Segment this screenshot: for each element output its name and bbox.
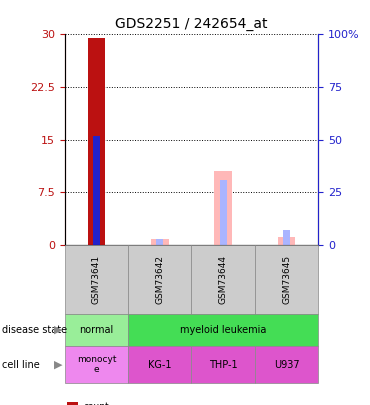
Text: normal: normal: [79, 325, 114, 335]
Text: THP-1: THP-1: [209, 360, 238, 369]
Bar: [156, 239, 163, 245]
Text: U937: U937: [274, 360, 299, 369]
Text: monocyt
e: monocyt e: [77, 355, 116, 374]
Text: count: count: [83, 402, 109, 405]
Bar: [220, 181, 227, 245]
Bar: [151, 239, 169, 245]
Text: GSM73644: GSM73644: [219, 255, 228, 304]
Bar: [278, 237, 295, 245]
Text: KG-1: KG-1: [148, 360, 172, 369]
Title: GDS2251 / 242654_at: GDS2251 / 242654_at: [115, 17, 268, 31]
Text: GSM73642: GSM73642: [155, 255, 164, 304]
Text: myeloid leukemia: myeloid leukemia: [180, 325, 266, 335]
Bar: [283, 230, 290, 245]
Text: disease state: disease state: [2, 325, 67, 335]
Text: GSM73645: GSM73645: [282, 255, 291, 304]
Bar: [93, 136, 100, 245]
Bar: [88, 38, 105, 245]
Text: GSM73641: GSM73641: [92, 255, 101, 304]
Text: cell line: cell line: [2, 360, 40, 369]
Text: ▶: ▶: [54, 360, 63, 369]
Bar: [214, 171, 232, 245]
Text: ▶: ▶: [54, 325, 63, 335]
